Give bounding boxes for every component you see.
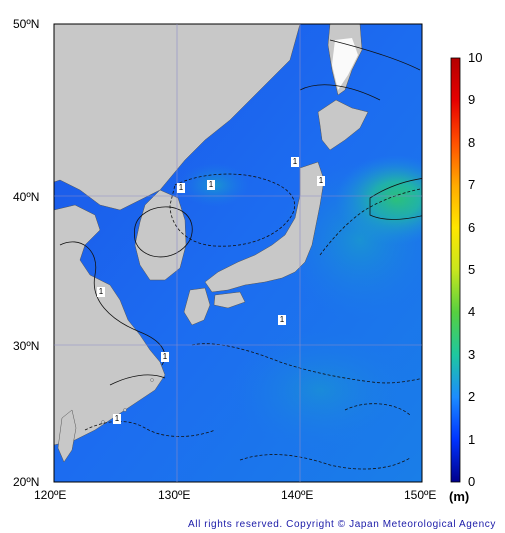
- contour-value-label: 1: [317, 176, 325, 186]
- contour-value-label: 1: [161, 352, 169, 362]
- lon-label-150e: 150ºE: [404, 488, 437, 502]
- contour-value-label: 1: [207, 180, 215, 190]
- colorbar-unit: (m): [449, 489, 470, 504]
- colorbar-tick-label: 9: [468, 92, 476, 108]
- land-korea: [134, 189, 187, 281]
- land-shikoku: [213, 291, 246, 309]
- colorbar-tick-label: 3: [468, 346, 476, 362]
- lat-label-20n: 20ºN: [13, 475, 40, 489]
- land-china: [54, 204, 166, 446]
- contour-value-label: 1: [291, 157, 299, 167]
- wave-moderate-region: [230, 330, 410, 450]
- contour-value-label: 1: [97, 287, 105, 297]
- land-honshu: [204, 161, 325, 293]
- contour-value-label: 1: [278, 315, 286, 325]
- land-island: [123, 408, 127, 412]
- colorbar-tick-label: 1: [468, 431, 476, 447]
- lon-label-120e: 120ºE: [34, 488, 67, 502]
- lon-label-130e: 130ºE: [158, 488, 191, 502]
- graticule: [54, 24, 422, 482]
- land-kyushu: [183, 287, 211, 326]
- land-taiwan: [57, 409, 77, 463]
- colorbar: [450, 57, 461, 483]
- lat-label-40n: 40ºN: [13, 190, 40, 204]
- land-island: [101, 420, 105, 424]
- contour-value-label: 1: [113, 414, 121, 424]
- contour-value-label: 1: [177, 183, 185, 193]
- land-hokkaido: [317, 99, 369, 151]
- colorbar-tick-label: 2: [468, 389, 476, 405]
- colorbar-tick-label: 10: [468, 50, 483, 65]
- colorbar-tick-label: 5: [468, 262, 476, 277]
- land-island: [150, 378, 154, 382]
- colorbar-tick-label: 4: [468, 304, 476, 320]
- wave-moderate-region: [180, 163, 250, 207]
- copyright-notice: All rights reserved. Copyright © Japan M…: [188, 519, 496, 530]
- colorbar-tick-label: 7: [468, 177, 476, 193]
- lon-label-140e: 140ºE: [281, 488, 314, 502]
- lat-label-50n: 50ºN: [13, 17, 40, 31]
- lat-label-30n: 30ºN: [13, 339, 40, 353]
- colorbar-tick-label: 0: [468, 474, 476, 489]
- colorbar-tick-label: 6: [468, 219, 476, 235]
- map-frame: [53, 23, 423, 483]
- colorbar-tick-label: 8: [468, 134, 476, 150]
- sea-ice: [332, 38, 358, 90]
- contour-lines: [59, 39, 422, 470]
